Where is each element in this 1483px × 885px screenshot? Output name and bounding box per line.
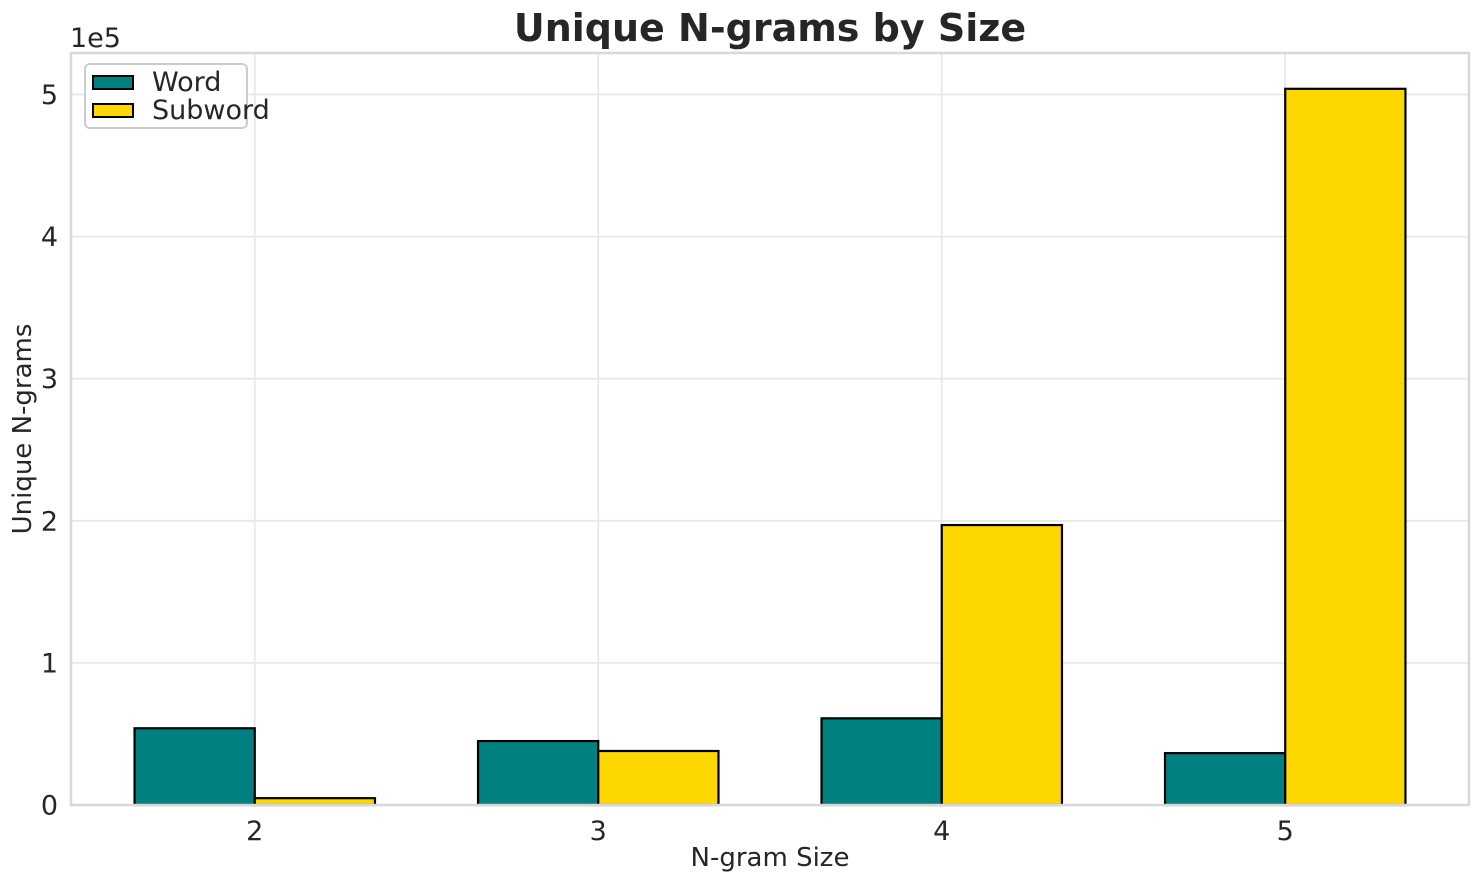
y-tick-label-4: 4	[41, 222, 58, 253]
bar-word-2	[133, 727, 256, 807]
x-tick-label-3: 3	[590, 816, 607, 847]
x-tick-label-4: 4	[933, 816, 950, 847]
bar-subword-3	[597, 749, 720, 807]
legend-item-subword: Subword	[92, 97, 270, 124]
bar-word-5	[1163, 752, 1287, 807]
bar-word-3	[476, 739, 600, 807]
legend-label-subword: Subword	[152, 94, 270, 126]
legend-label-word: Word	[152, 66, 222, 98]
legend-swatch-word-icon	[92, 74, 134, 90]
bar-word-4	[820, 717, 943, 807]
legend-swatch-subword-icon	[92, 102, 134, 118]
y-tick-label-2: 2	[41, 506, 58, 537]
x-tick-label-5: 5	[1277, 816, 1294, 847]
y-tick-label-1: 1	[41, 648, 58, 679]
y-tick-label-5: 5	[41, 80, 58, 111]
y-tick-label-3: 3	[41, 364, 58, 395]
plot-border	[69, 51, 1471, 807]
bar-subword-4	[940, 523, 1064, 807]
bar-subword-5	[1284, 87, 1407, 807]
chart-title: Unique N-grams by Size	[513, 6, 1027, 50]
y-axis-offset-text: 1e5	[70, 23, 121, 54]
y-axis-label: Unique N-grams	[8, 323, 38, 535]
y-tick-label-0: 0	[41, 791, 58, 822]
legend-item-word: Word	[92, 69, 240, 96]
x-tick-label-2: 2	[246, 816, 263, 847]
legend: Word Subword	[84, 63, 270, 129]
x-axis-label: N-gram Size	[690, 843, 850, 873]
